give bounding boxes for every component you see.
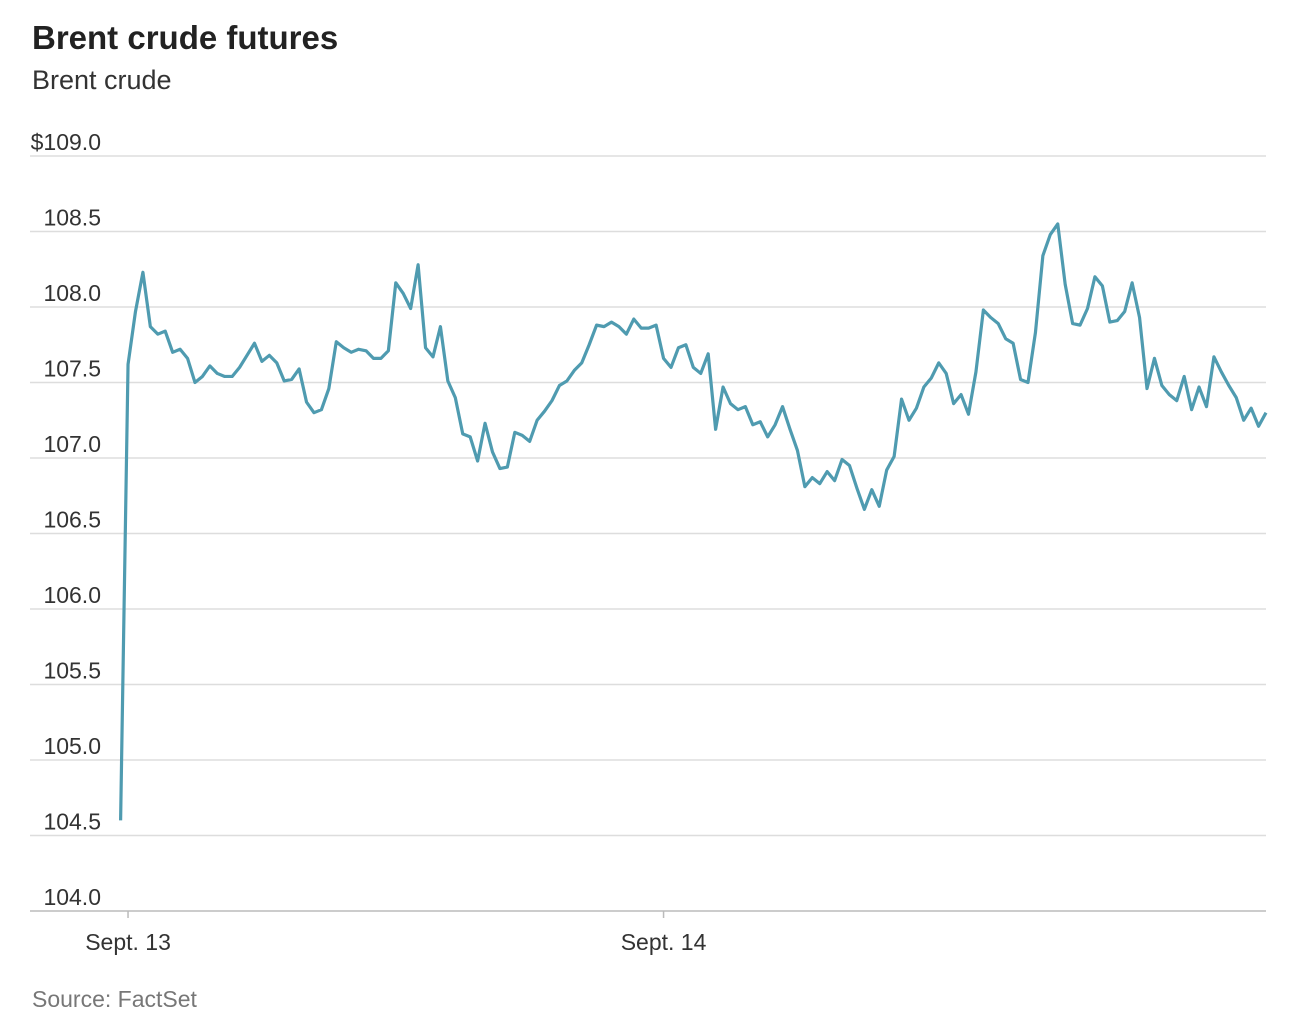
y-tick-label: 105.0 — [43, 733, 101, 759]
y-tick-label: 108.0 — [43, 280, 101, 306]
y-tick-label: 104.5 — [43, 809, 101, 835]
y-tick-label: $109.0 — [31, 129, 101, 155]
y-tick-label: 106.0 — [43, 582, 101, 608]
y-tick-label: 107.0 — [43, 431, 101, 457]
x-tick-label: Sept. 14 — [621, 929, 707, 955]
x-tick-label: Sept. 13 — [85, 929, 171, 955]
chart-subtitle: Brent crude — [32, 65, 172, 95]
source: Source: FactSet — [32, 986, 198, 1012]
price-line — [119, 222, 1268, 821]
y-tick-label: 107.5 — [43, 356, 101, 382]
y-tick-label: 104.0 — [43, 884, 101, 910]
y-tick-label: 108.5 — [43, 205, 101, 231]
chart-title: Brent crude futures — [32, 19, 338, 56]
y-tick-label: 106.5 — [43, 507, 101, 533]
y-tick-label: 105.5 — [43, 658, 101, 684]
